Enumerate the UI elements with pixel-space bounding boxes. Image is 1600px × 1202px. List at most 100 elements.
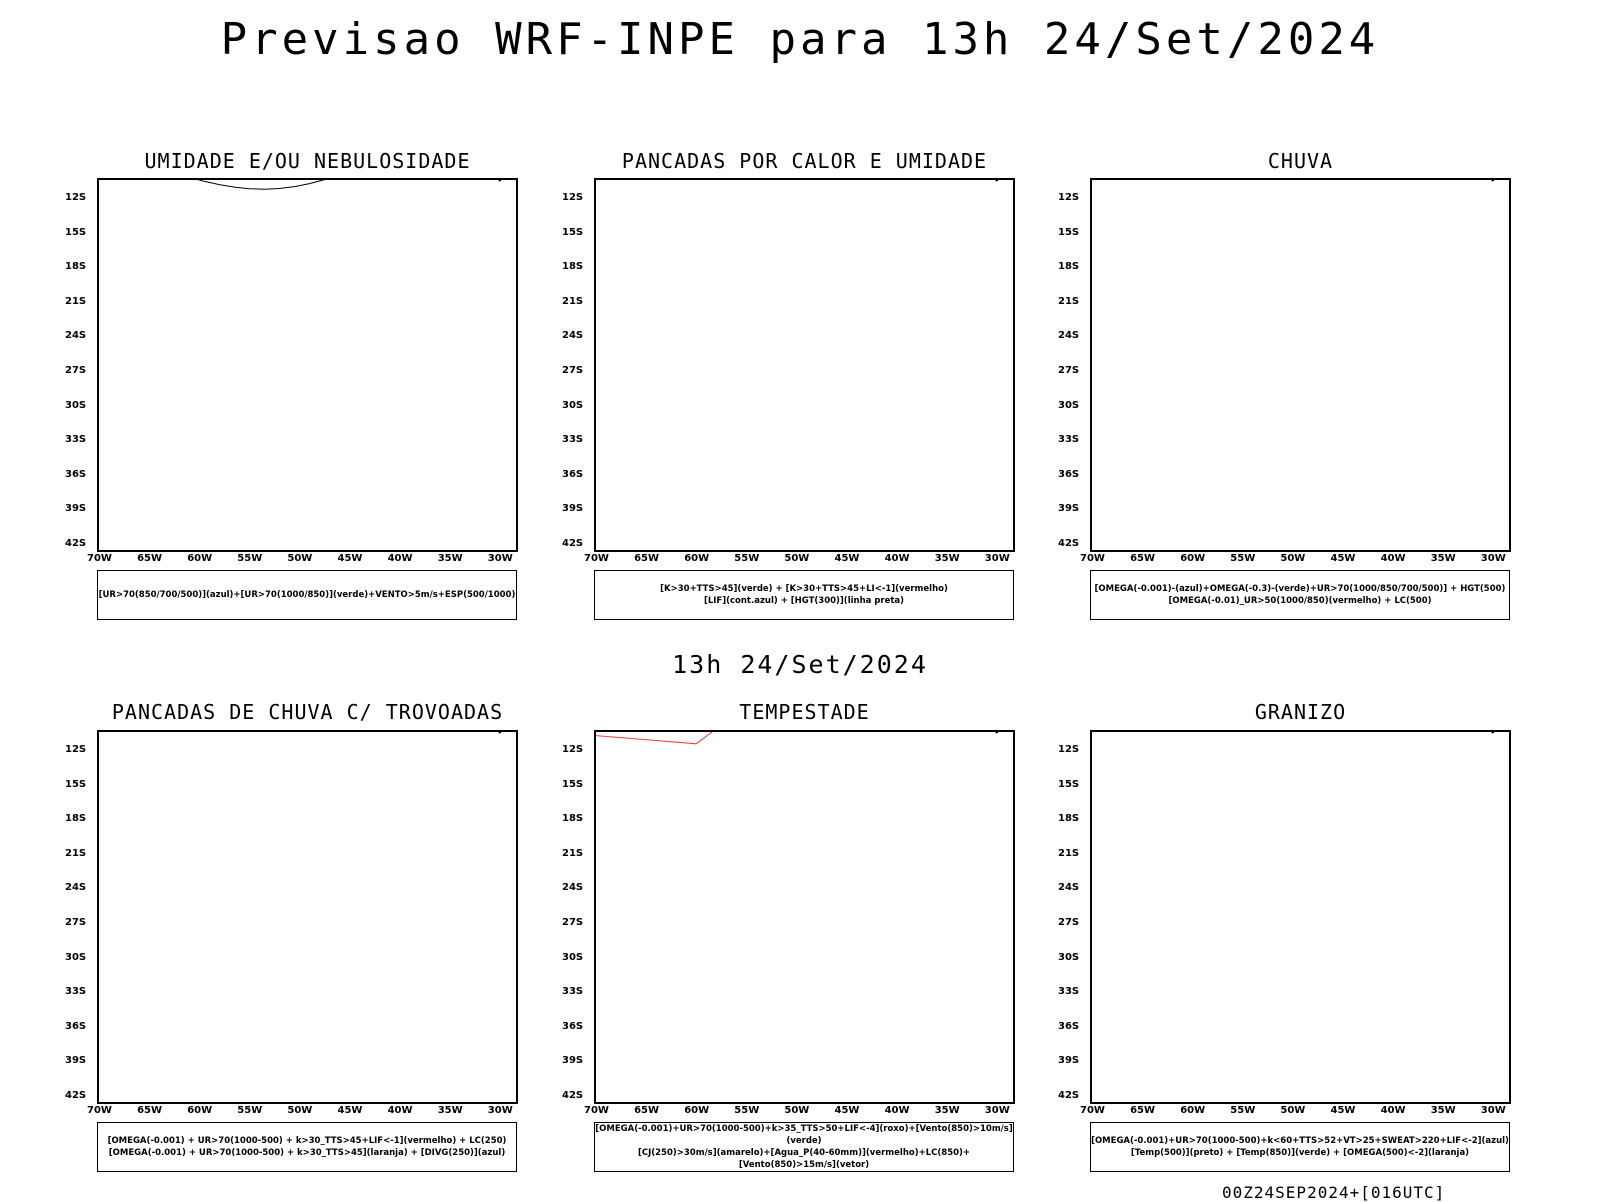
latitude-label: 33S	[1058, 986, 1080, 998]
latitude-label: 36S	[65, 1020, 87, 1032]
longitude-label: 60W	[187, 553, 213, 564]
latitude-label: 24S	[1058, 330, 1080, 342]
atlantic-coastline	[995, 180, 999, 182]
legend-box: [OMEGA(-0.001)+UR>70(1000-500)+k>35_TTS>…	[594, 1122, 1014, 1172]
geography	[1491, 180, 1495, 182]
longitude-label: 60W	[684, 553, 710, 564]
map-canvas: 9600960096009600952094409360928092009120…	[995, 180, 999, 182]
latitude-label: 15S	[562, 226, 584, 238]
longitude-label: 70W	[584, 553, 609, 564]
latitude-label: 33S	[1058, 434, 1080, 446]
legend-line: [OMEGA(-0.001) + UR>70(1000-500) + k>30_…	[108, 1148, 506, 1158]
latitude-label: 24S	[65, 330, 87, 342]
geography	[995, 180, 999, 182]
latitude-label: 24S	[562, 330, 584, 342]
latitude-label: 21S	[1058, 295, 1080, 307]
latitude-label: 42S	[65, 538, 87, 549]
latitude-label: 27S	[1058, 365, 1080, 376]
panel-title: PANCADAS DE CHUVA C/ TROVOADAS	[111, 700, 504, 724]
panel-title: TEMPESTADE	[739, 700, 870, 724]
map-panel: 12151292124181512121518219	[1090, 730, 1511, 1104]
latitude-label: 18S	[562, 813, 584, 825]
longitude-label: 60W	[684, 1105, 710, 1116]
longitude-label: 30W	[984, 553, 1010, 564]
pressure-contour	[197, 180, 325, 190]
mid-title: 13h 24/Set/2024	[672, 650, 928, 679]
map-panel: 1008101210161020102457656455254010161012	[97, 178, 518, 552]
latitude-label: 12S	[562, 744, 584, 755]
map-canvas	[498, 732, 502, 734]
legend-line: [K>30+TTS>45](verde) + [K>30+TTS>45+LI<-…	[660, 584, 948, 594]
latitude-label: 30S	[1058, 951, 1080, 963]
latitude-label: 12S	[65, 744, 87, 755]
latitude-label: 42S	[65, 1090, 87, 1101]
longitude-label: 35W	[437, 553, 463, 564]
latitude-label: 33S	[562, 434, 584, 446]
longitude-label: 55W	[1230, 553, 1256, 564]
latitude-label: 24S	[1058, 882, 1080, 894]
longitude-label: 70W	[1080, 553, 1105, 564]
latitude-label: 39S	[1058, 1055, 1080, 1067]
longitude-label: 30W	[984, 1105, 1010, 1116]
latitude-label: 42S	[1058, 538, 1080, 549]
atlantic-coastline	[498, 732, 502, 734]
latitude-label: 42S	[562, 538, 584, 549]
legend-line: [CJ(250)>30m/s](amarelo)+[Agua_P(40-60mm…	[637, 1148, 971, 1170]
latitude-label: 18S	[65, 261, 87, 273]
latitude-label: 18S	[1058, 261, 1080, 273]
latitude-label: 30S	[1058, 399, 1080, 411]
longitude-label: 50W	[784, 1105, 810, 1116]
latitude-label: 15S	[1058, 226, 1080, 238]
longitude-label: 60W	[1180, 553, 1206, 564]
longitude-label: 35W	[437, 1105, 463, 1116]
latitude-label: 39S	[562, 503, 584, 515]
latitude-label: 30S	[562, 951, 584, 963]
latitude-label: 21S	[562, 847, 584, 859]
longitude-label: 70W	[87, 553, 112, 564]
main-title: Previsao WRF-INPE para 13h 24/Set/2024	[220, 14, 1380, 65]
latitude-label: 15S	[65, 226, 87, 238]
longitude-label: 30W	[1480, 1105, 1506, 1116]
longitude-label: 70W	[1080, 1105, 1105, 1116]
latitude-label: 39S	[562, 1055, 584, 1067]
longitude-label: 45W	[834, 553, 860, 564]
longitude-label: 40W	[884, 1105, 910, 1116]
map-canvas: 12151292124181512121518219	[1491, 732, 1495, 734]
longitude-label: 65W	[634, 1105, 660, 1116]
legend-box: [K>30+TTS>45](verde) + [K>30+TTS>45+LI<-…	[594, 570, 1014, 620]
longitude-label: 35W	[1430, 553, 1456, 564]
panel-title: UMIDADE E/OU NEBULOSIDADE	[144, 149, 471, 173]
panel-title: PANCADAS POR CALOR E UMIDADE	[621, 149, 988, 173]
latitude-label: 36S	[1058, 468, 1080, 480]
longitude-label: 30W	[487, 1105, 513, 1116]
footer-timestamp: 00Z24SEP2024+[016UTC]	[1222, 1183, 1446, 1202]
latitude-label: 33S	[65, 986, 87, 998]
geography	[498, 732, 502, 734]
latitude-label: 21S	[1058, 847, 1080, 859]
longitude-label: 50W	[784, 553, 810, 564]
legend-line: [OMEGA(-0.001) + UR>70(1000-500) + k>30_…	[107, 1136, 507, 1146]
latitude-label: 21S	[65, 295, 87, 307]
panel-title: CHUVA	[1267, 149, 1334, 173]
map-panel: 0	[594, 730, 1015, 1104]
latitude-label: 21S	[65, 847, 87, 859]
longitude-label: 45W	[337, 553, 363, 564]
latitude-label: 30S	[65, 951, 87, 963]
legend-box: [OMEGA(-0.001)-(azul)+OMEGA(-0.3)-(verde…	[1090, 570, 1510, 620]
latitude-label: 12S	[562, 192, 584, 203]
legend-line: [OMEGA(-0.01)_UR>50(1000/850)(vermelho) …	[1168, 596, 1432, 606]
latitude-label: 12S	[1058, 192, 1080, 203]
longitude-label: 55W	[734, 553, 760, 564]
map-canvas: 5855855825765705675645615585525615885855…	[1491, 180, 1495, 182]
longitude-label: 55W	[237, 553, 263, 564]
atlantic-coastline	[1491, 180, 1495, 182]
longitude-label: 65W	[634, 553, 660, 564]
latitude-label: 30S	[65, 399, 87, 411]
streamline-850	[596, 732, 713, 745]
longitude-label: 50W	[1280, 1105, 1306, 1116]
latitude-label: 33S	[562, 986, 584, 998]
longitude-label: 30W	[1480, 553, 1506, 564]
geography	[498, 180, 502, 182]
map-panel	[97, 730, 518, 1104]
longitude-label: 50W	[287, 1105, 313, 1116]
